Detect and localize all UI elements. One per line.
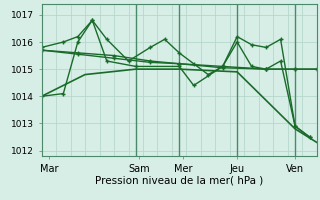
X-axis label: Pression niveau de la mer( hPa ): Pression niveau de la mer( hPa ) (95, 175, 263, 185)
